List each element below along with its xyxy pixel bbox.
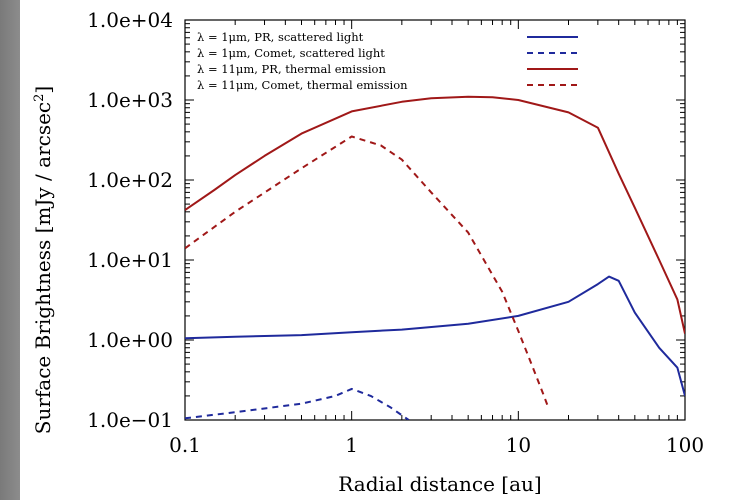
legend-label-1: λ = 1μm, PR, scattered light (197, 30, 364, 44)
x-tick-label: 1 (345, 433, 358, 457)
y-tick-label: 1.0e+03 (87, 88, 173, 112)
series-line-1 (185, 275, 685, 397)
y-tick-label: 1.0e+02 (87, 168, 173, 192)
x-tick-label: 10 (506, 433, 531, 457)
legend-label-3: λ = 11μm, PR, thermal emission (197, 62, 386, 76)
x-tick-label: 100 (666, 433, 704, 457)
y-tick-label: 1.0e−01 (87, 408, 173, 432)
series-line-4 (185, 135, 549, 407)
legend-label-4: λ = 11μm, Comet, thermal emission (197, 78, 408, 92)
y-tick-label: 1.0e+01 (87, 248, 173, 272)
x-axis-title: Radial distance [au] (338, 472, 541, 496)
legend-label-2: λ = 1μm, Comet, scattered light (197, 46, 385, 60)
x-tick-label: 0.1 (169, 433, 201, 457)
y-tick-label: 1.0e+04 (87, 8, 173, 32)
series-line-3 (185, 95, 685, 334)
plot-frame (184, 19, 686, 421)
y-axis-title: Surface Brightness [mJy / arcsec2] (31, 86, 55, 434)
y-tick-label: 1.0e+00 (87, 328, 173, 352)
plot-area (20, 0, 737, 500)
